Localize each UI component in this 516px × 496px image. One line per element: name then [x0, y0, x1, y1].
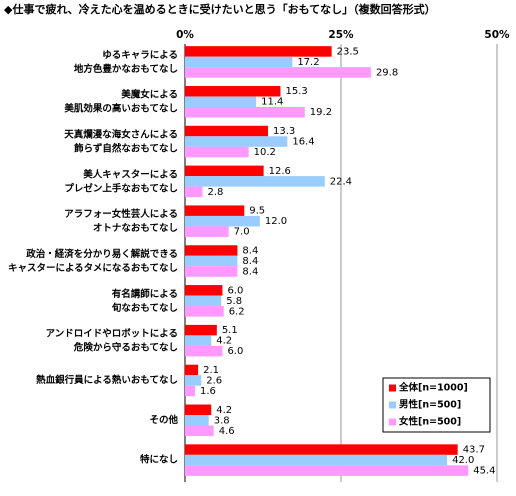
y-tick-label: 政治・経済を分かり易く解説できるキャスターによるタメになるおもてなし [8, 248, 178, 274]
bar [185, 375, 202, 386]
bar [185, 205, 245, 216]
bar [185, 85, 281, 97]
y-tick-label: 有名講師による旬なおもてなし [111, 287, 178, 313]
value-label: 4.6 [219, 426, 235, 437]
bar [185, 444, 458, 455]
bar [185, 245, 238, 256]
value-label: 15.3 [285, 86, 307, 97]
value-label: 8.4 [242, 267, 258, 278]
y-tick-label: 熱血銀行員による熱いおもてなし [36, 374, 178, 386]
value-label: 4.2 [216, 336, 232, 347]
bar [185, 324, 217, 336]
bar [185, 106, 305, 118]
bar [185, 285, 223, 296]
bar [185, 215, 260, 227]
bar [185, 125, 268, 137]
bar [185, 306, 224, 317]
value-label: 12.0 [265, 216, 287, 227]
value-label: 4.2 [216, 405, 232, 416]
bar [185, 345, 223, 357]
value-label: 2.1 [203, 365, 219, 376]
y-tick-label: 天真爛漫な海女さんによる飾らず自然なおもてなし [64, 128, 178, 154]
y-tick-label: 特になし [140, 454, 178, 466]
bar [185, 425, 214, 437]
value-label: 45.4 [473, 466, 495, 477]
value-label: 43.7 [463, 445, 485, 456]
value-label: 22.4 [330, 176, 352, 187]
bar [185, 454, 448, 466]
bar [185, 364, 199, 376]
legend-label: 女性[n=500] [399, 416, 461, 428]
y-tick-label: アンドロイドやロボットによる危険から守るおもてなし [46, 327, 178, 353]
value-label: 5.1 [222, 325, 238, 336]
bar [185, 385, 195, 397]
value-label: 2.6 [206, 375, 222, 386]
value-label: 9.5 [249, 206, 265, 217]
y-tick-label: 美人キャスターによるプレゼン上手なおもてなし [64, 168, 178, 194]
bar [185, 295, 222, 307]
bar [185, 67, 371, 78]
bar [185, 176, 325, 187]
value-label: 8.4 [242, 246, 258, 257]
legend-label: 全体[n=1000] [398, 382, 468, 394]
value-label: 10.2 [254, 147, 276, 158]
bar [185, 56, 293, 68]
bar [185, 46, 332, 57]
value-label: 7.0 [234, 227, 250, 238]
legend-label: 男性[n=500] [399, 399, 461, 411]
bar [185, 146, 249, 158]
value-label: 23.5 [337, 46, 359, 57]
x-tick-label: 50% [484, 29, 510, 41]
bar [185, 465, 469, 476]
bar [185, 165, 264, 177]
bar [185, 266, 238, 277]
legend-swatch [389, 384, 396, 392]
value-label: 12.6 [269, 166, 291, 177]
value-label: 8.4 [242, 256, 258, 267]
value-label: 42.0 [452, 455, 474, 466]
value-label: 16.4 [292, 137, 314, 148]
value-label: 29.8 [376, 67, 398, 78]
bar [185, 415, 209, 426]
y-tick-label: アラフォー女性芸人によるオトナなおもてなし [64, 208, 178, 234]
value-label: 6.2 [229, 306, 245, 317]
y-tick-label: その他 [149, 414, 178, 426]
y-tick-label: ゆるキャラによる地方色豊かなおもてなし [74, 49, 178, 74]
bar [185, 255, 238, 267]
x-tick-label: 0% [176, 29, 194, 41]
bar [185, 404, 212, 416]
x-tick-label: 25% [328, 29, 354, 41]
value-label: 13.3 [273, 126, 295, 137]
value-label: 6.0 [227, 285, 243, 296]
value-label: 19.2 [310, 107, 332, 118]
bar [185, 136, 288, 147]
bar [185, 226, 229, 237]
legend-box [382, 377, 491, 433]
value-label: 17.2 [297, 57, 319, 68]
bar [185, 186, 203, 198]
legend-swatch [389, 418, 396, 426]
bar [185, 96, 257, 107]
value-label: 6.0 [227, 346, 243, 357]
value-label: 3.8 [214, 415, 230, 426]
chart-title: ◆仕事で疲れ、冷えた心を温めるときに受けたいと思う「おもてなし」（複数回答形式） [4, 2, 436, 16]
value-label: 11.4 [261, 97, 283, 108]
value-label: 2.8 [207, 187, 223, 198]
y-tick-label: 美魔女による美肌効果の高いおもてなし [63, 88, 178, 114]
value-label: 5.8 [226, 296, 242, 307]
bar [185, 335, 212, 346]
value-label: 1.6 [200, 386, 216, 397]
legend-swatch [389, 401, 396, 409]
